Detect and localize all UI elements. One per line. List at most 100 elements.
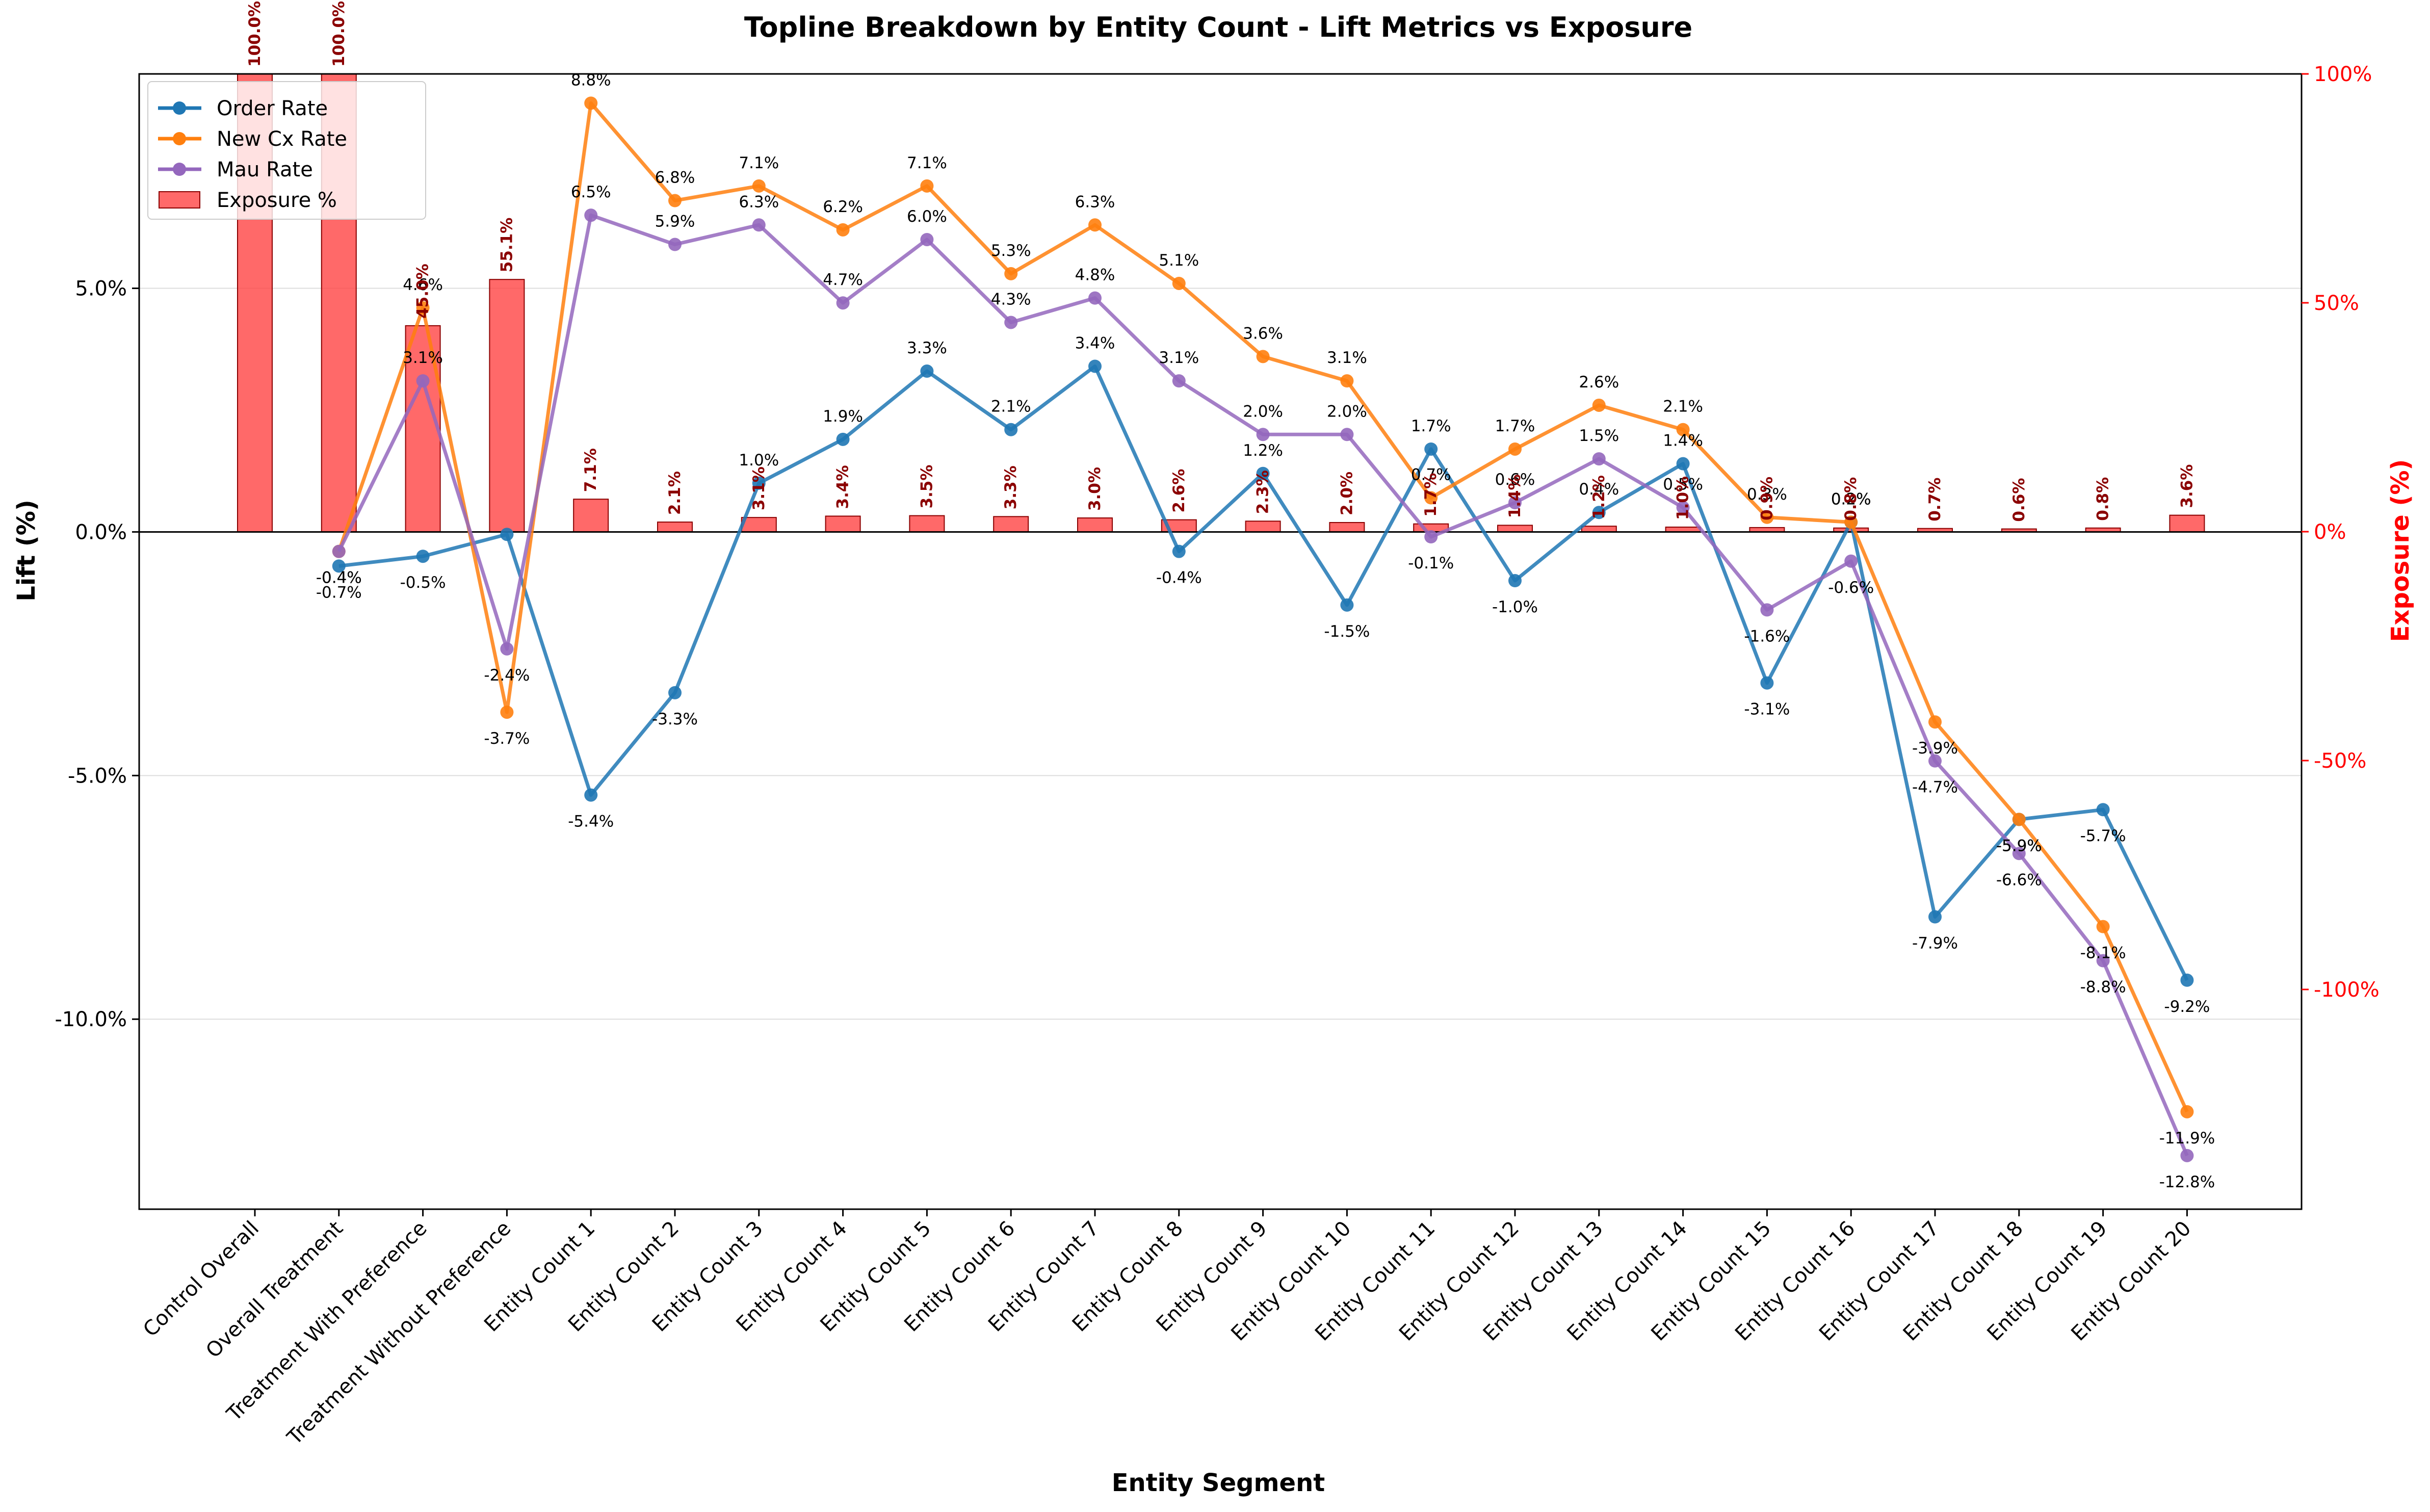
bar-label: 7.1%	[582, 448, 600, 492]
data-point	[1340, 598, 1354, 612]
exposure-bar	[573, 499, 609, 532]
data-label: 4.8%	[1075, 266, 1115, 284]
data-label: -5.7%	[2080, 827, 2126, 845]
legend: Order Rate New Cx Rate Mau Rate Exposure %	[147, 81, 426, 220]
data-point	[1088, 218, 1102, 232]
data-label: -6.6%	[1996, 871, 2042, 889]
data-label: 2.1%	[991, 398, 1031, 416]
data-point	[1004, 423, 1018, 436]
data-point	[1676, 457, 1690, 471]
data-point	[1676, 423, 1690, 436]
y2-tick-label: 100%	[2314, 63, 2372, 86]
data-point	[1424, 530, 1438, 544]
data-point	[1844, 515, 1858, 529]
data-label: 6.0%	[907, 207, 947, 226]
bar-label: 3.5%	[918, 465, 936, 509]
data-point	[1508, 442, 1522, 456]
data-point	[2096, 920, 2110, 933]
legend-swatch	[159, 191, 200, 208]
data-point	[1256, 428, 1270, 441]
data-label: -0.5%	[400, 573, 446, 592]
legend-label: Exposure %	[217, 189, 337, 212]
data-label: 0.2%	[1831, 490, 1871, 508]
data-point	[1928, 715, 1942, 729]
bar-label: 0.7%	[1926, 478, 1944, 522]
data-label: 2.0%	[1243, 402, 1283, 421]
data-point	[668, 194, 682, 207]
data-label: -3.7%	[484, 729, 530, 748]
y-tick-label: 0.0%	[75, 520, 127, 544]
data-point	[668, 238, 682, 251]
data-label: 2.0%	[1327, 402, 1367, 421]
data-point	[500, 642, 514, 656]
data-label: 4.3%	[991, 290, 1031, 308]
data-point	[2180, 1105, 2194, 1118]
data-label: 0.2%	[1831, 490, 1871, 508]
data-point	[836, 296, 850, 310]
data-point	[920, 232, 934, 246]
data-label: 2.6%	[1579, 373, 1619, 392]
data-label: 0.5%	[1663, 476, 1703, 494]
legend-label: Order Rate	[217, 97, 328, 120]
data-label: -8.1%	[2080, 944, 2126, 962]
bar-label: 0.8%	[2094, 477, 2112, 521]
data-point	[1004, 267, 1018, 280]
data-point	[416, 301, 430, 315]
data-point	[1508, 496, 1522, 510]
lift-lines	[332, 96, 2194, 1162]
data-point	[752, 218, 766, 232]
data-label: 4.6%	[403, 276, 443, 294]
exposure-bar	[1581, 526, 1617, 532]
data-point	[584, 208, 598, 222]
data-point	[1592, 452, 1606, 466]
data-label: 1.0%	[739, 451, 779, 470]
bar-label: 0.9%	[1758, 477, 1776, 520]
data-point	[1172, 544, 1186, 558]
data-point	[1424, 442, 1438, 456]
bar-label: 2.6%	[1170, 469, 1188, 513]
data-label: -8.8%	[2080, 978, 2126, 997]
data-point	[1760, 676, 1774, 690]
data-label: -0.6%	[1828, 579, 1874, 597]
bar-label: 2.1%	[666, 471, 684, 515]
legend-label: New Cx Rate	[217, 127, 347, 151]
bar-label: 3.0%	[1086, 467, 1104, 511]
y2-tick-label: -50%	[2314, 749, 2366, 773]
data-point	[2096, 803, 2110, 817]
data-label: 3.1%	[1159, 349, 1199, 367]
data-label: -0.4%	[316, 569, 362, 587]
data-point	[1592, 506, 1606, 519]
bar-label: 2.3%	[1254, 470, 1272, 514]
bar-label: 1.4%	[1506, 474, 1524, 518]
exposure-bar	[993, 516, 1029, 532]
data-label: -7.9%	[1912, 934, 1958, 953]
exposure-bar	[1245, 520, 1281, 532]
data-label: 1.2%	[1243, 441, 1283, 460]
data-label: 3.1%	[1327, 349, 1367, 367]
exposure-bar	[1749, 527, 1785, 532]
y-tick-label: -10.0%	[55, 1008, 127, 1031]
data-point	[1172, 374, 1186, 388]
data-label: -1.6%	[1744, 627, 1790, 645]
data-label: 6.8%	[655, 169, 695, 187]
data-point	[1928, 754, 1942, 768]
data-label: -3.9%	[1912, 739, 1958, 758]
legend-marker	[173, 132, 186, 145]
exposure-bar	[2169, 514, 2205, 532]
data-point	[2180, 973, 2194, 987]
data-label: 4.7%	[823, 271, 863, 289]
bar-label: 2.0%	[1338, 472, 1356, 515]
data-point	[1592, 398, 1606, 412]
data-label: 0.3%	[1747, 485, 1787, 504]
exposure-bar	[1329, 522, 1365, 532]
data-label: -5.4%	[568, 813, 614, 831]
bar-label: 1.2%	[1590, 475, 1608, 519]
bar-label: 3.1%	[750, 466, 768, 510]
data-point	[1928, 910, 1942, 924]
bar-label: 0.6%	[2010, 478, 2028, 522]
data-point	[752, 179, 766, 193]
data-label: -9.2%	[2164, 998, 2210, 1016]
data-point	[668, 686, 682, 699]
data-label: 3.6%	[1243, 324, 1283, 343]
exposure-bar	[1497, 525, 1533, 532]
